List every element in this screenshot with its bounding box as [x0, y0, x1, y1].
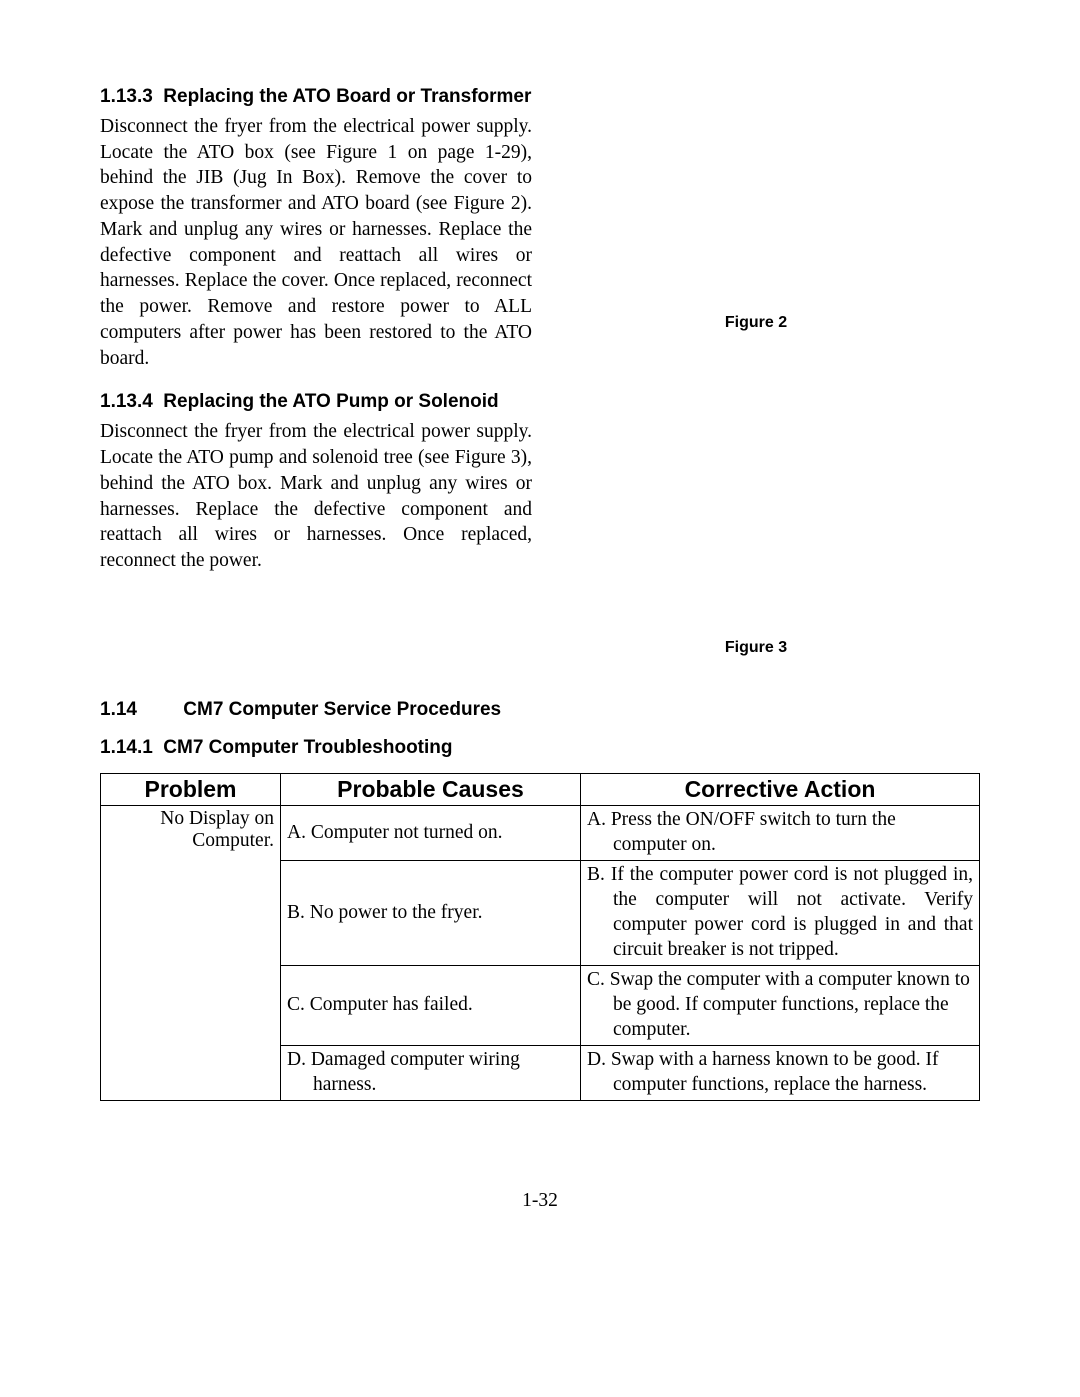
heading-number: 1.13.3 [100, 86, 158, 108]
section-1-13-3-body: Disconnect the fryer from the electrical… [100, 114, 980, 371]
header-action: Corrective Action [581, 774, 980, 806]
figure-3-caption: Figure 3 [725, 639, 787, 657]
action-text: B. If the computer power cord is not plu… [587, 863, 973, 963]
heading-number: 1.13.4 [100, 391, 158, 413]
action-text: D. Swap with a harness known to be good.… [587, 1048, 973, 1098]
heading-1-13-4: 1.13.4 Replacing the ATO Pump or Solenoi… [100, 391, 980, 413]
figure-2-caption: Figure 2 [725, 314, 787, 332]
table-header-row: Problem Probable Causes Corrective Actio… [101, 774, 980, 806]
heading-number: 1.14.1 [100, 737, 158, 759]
heading-number: 1.14 [100, 699, 178, 721]
heading-title: Replacing the ATO Board or Transformer [163, 86, 531, 107]
action-text: A. Press the ON/OFF switch to turn the c… [587, 808, 973, 858]
section-1-13-3-paragraph: Disconnect the fryer from the electrical… [100, 114, 532, 371]
problem-text: No Display on Computer. [107, 808, 274, 852]
header-problem: Problem [101, 774, 281, 806]
cause-text: D. Damaged computer wiring harness. [287, 1048, 574, 1098]
cause-text: A. Computer not turned on. [287, 821, 574, 846]
cause-text: B. No power to the fryer. [287, 901, 574, 926]
page: 1.13.3 Replacing the ATO Board or Transf… [0, 0, 1080, 1397]
table-row: No Display on Computer. A. Computer not … [101, 806, 980, 861]
page-number: 1-32 [0, 1190, 1080, 1212]
heading-title: CM7 Computer Service Procedures [183, 699, 501, 720]
troubleshooting-table: Problem Probable Causes Corrective Actio… [100, 773, 980, 1100]
heading-title: Replacing the ATO Pump or Solenoid [163, 391, 498, 412]
heading-1-14: 1.14 CM7 Computer Service Procedures [100, 699, 980, 721]
header-cause: Probable Causes [281, 774, 581, 806]
heading-title: CM7 Computer Troubleshooting [163, 737, 452, 758]
cause-text: C. Computer has failed. [287, 993, 574, 1018]
section-1-13-4-body: Disconnect the fryer from the electrical… [100, 419, 980, 657]
heading-1-13-3: 1.13.3 Replacing the ATO Board or Transf… [100, 86, 980, 108]
heading-1-14-1: 1.14.1 CM7 Computer Troubleshooting [100, 737, 980, 759]
section-1-13-4-paragraph: Disconnect the fryer from the electrical… [100, 419, 532, 573]
action-text: C. Swap the computer with a computer kno… [587, 968, 973, 1043]
